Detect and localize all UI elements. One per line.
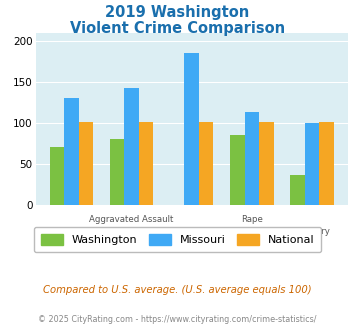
Bar	[50, 148, 64, 205]
Bar	[64, 98, 78, 205]
Bar	[230, 135, 245, 205]
Bar	[290, 175, 305, 205]
Bar	[245, 112, 259, 205]
Text: Robbery: Robbery	[294, 227, 330, 236]
Bar	[319, 122, 334, 205]
Text: Compared to U.S. average. (U.S. average equals 100): Compared to U.S. average. (U.S. average …	[43, 285, 312, 295]
Text: Violent Crime Comparison: Violent Crime Comparison	[70, 21, 285, 36]
Text: Murder & Mans...: Murder & Mans...	[155, 227, 229, 236]
Legend: Washington, Missouri, National: Washington, Missouri, National	[34, 227, 321, 252]
Text: 2019 Washington: 2019 Washington	[105, 5, 250, 20]
Text: All Violent Crime: All Violent Crime	[36, 227, 107, 236]
Bar	[305, 123, 319, 205]
Bar	[139, 122, 153, 205]
Text: Rape: Rape	[241, 215, 263, 224]
Bar	[78, 122, 93, 205]
Text: Aggravated Assault: Aggravated Assault	[89, 215, 174, 224]
Text: © 2025 CityRating.com - https://www.cityrating.com/crime-statistics/: © 2025 CityRating.com - https://www.city…	[38, 315, 317, 324]
Bar	[124, 88, 139, 205]
Bar	[199, 122, 213, 205]
Bar	[185, 53, 199, 205]
Bar	[110, 139, 124, 205]
Bar	[259, 122, 274, 205]
